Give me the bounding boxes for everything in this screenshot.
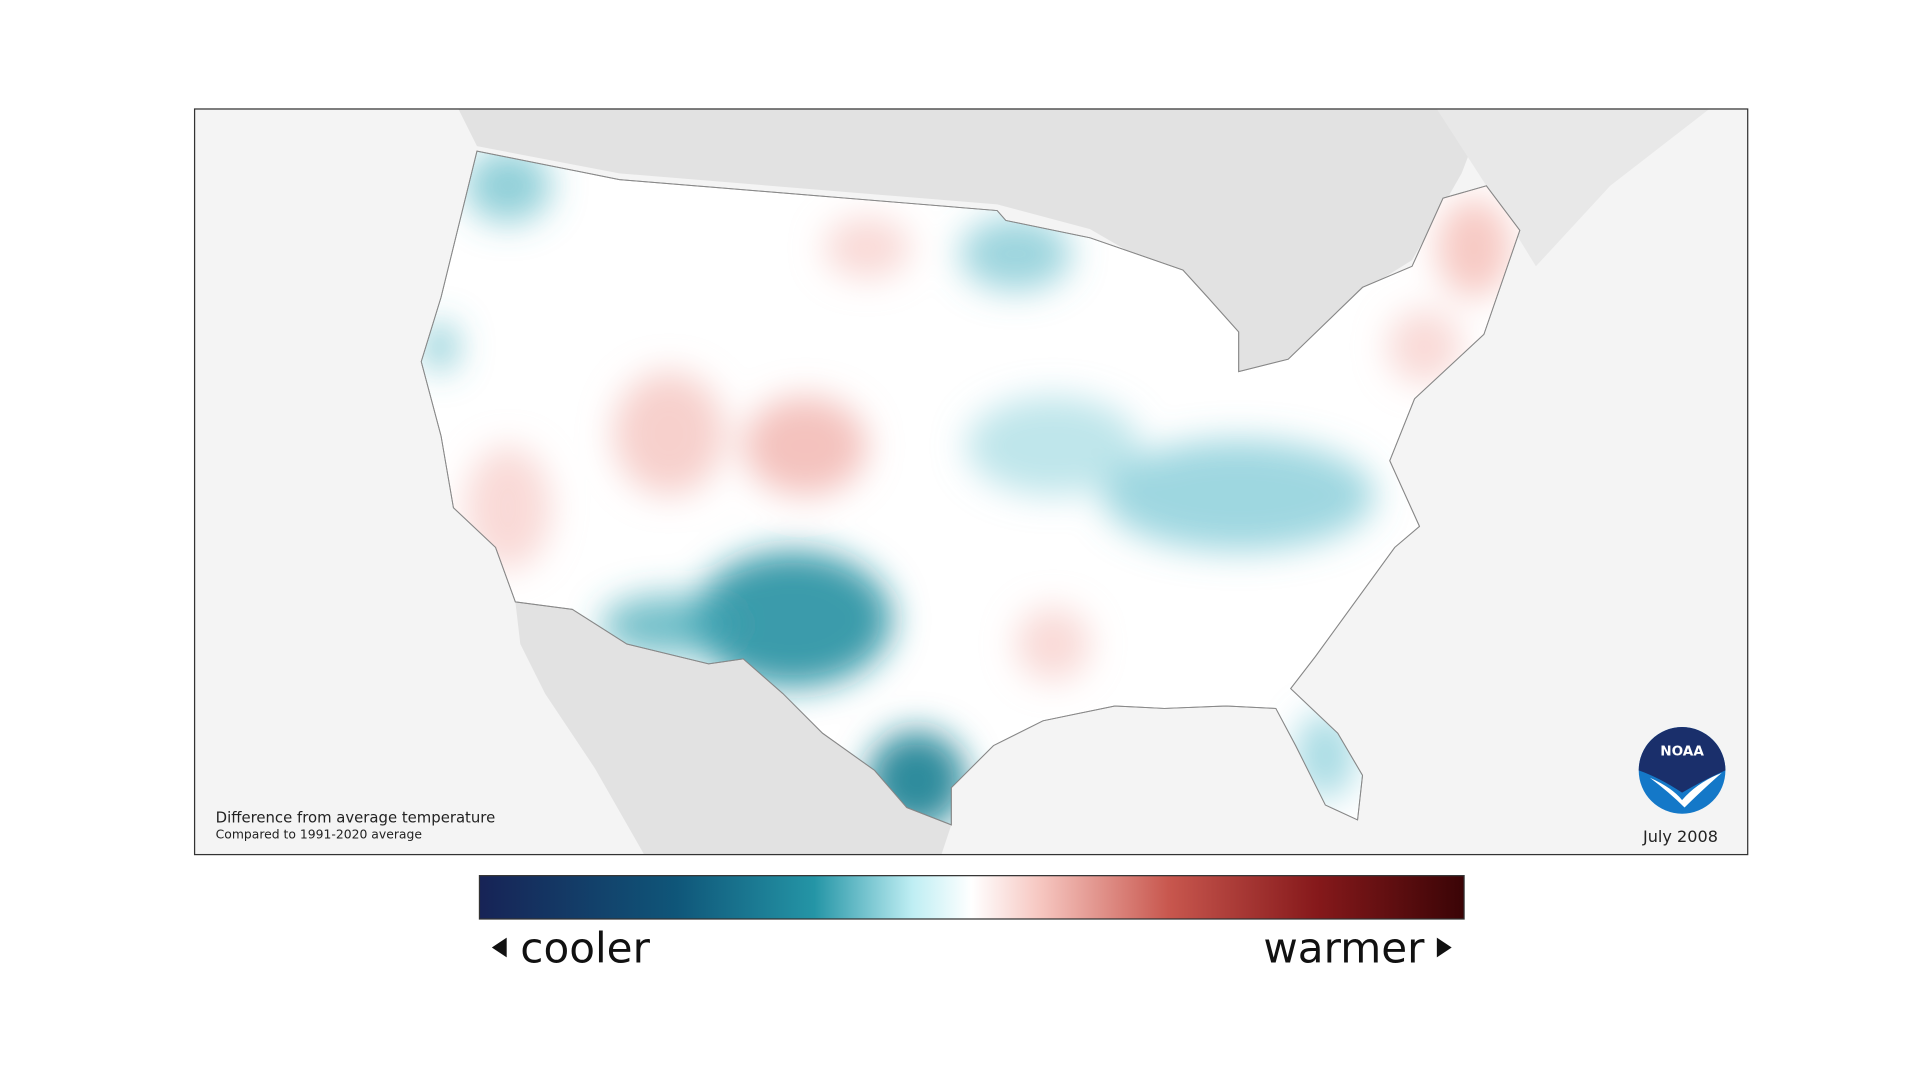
caption-subtitle: Compared to 1991-2020 average bbox=[216, 827, 422, 841]
logo-text: NOAA bbox=[1660, 744, 1704, 760]
colorbar bbox=[478, 875, 1465, 920]
anomaly-field bbox=[421, 151, 1512, 825]
high-label: warmer bbox=[1263, 923, 1425, 972]
map-frame bbox=[193, 108, 1749, 856]
arrow-left bbox=[491, 937, 507, 958]
caption-title: Difference from average temperature bbox=[216, 808, 496, 826]
low-label: cooler bbox=[520, 923, 650, 972]
canada bbox=[458, 108, 1487, 372]
map: Difference from average temperature Comp… bbox=[194, 108, 1748, 855]
arrow-right bbox=[1436, 937, 1452, 958]
mexico bbox=[515, 601, 952, 855]
noaa-logo: NOAA bbox=[1638, 727, 1726, 814]
date: July 2008 bbox=[1642, 827, 1718, 846]
canada-east bbox=[1436, 108, 1710, 267]
